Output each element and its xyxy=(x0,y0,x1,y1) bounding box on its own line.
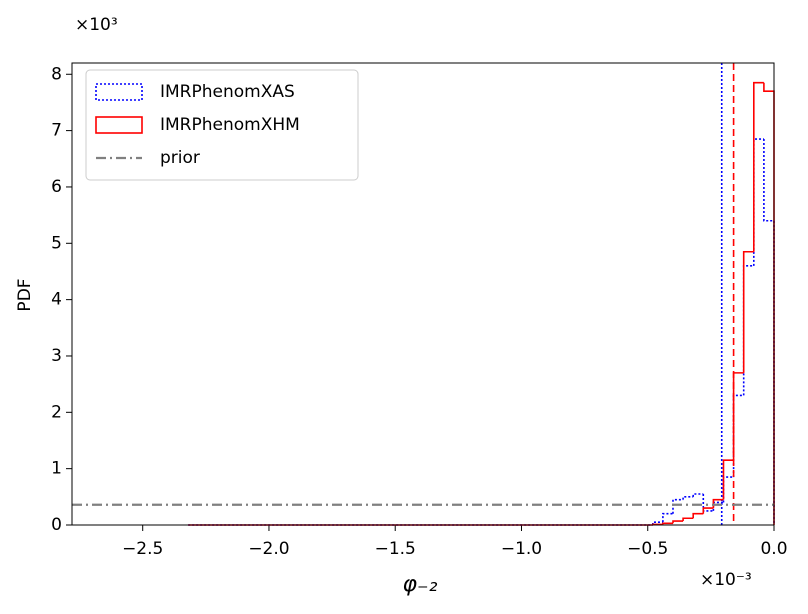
histogram-step xyxy=(692,493,704,497)
histogram-step xyxy=(682,496,694,500)
histogram-step xyxy=(742,265,754,396)
histogram-step xyxy=(752,81,764,252)
y-label: PDF xyxy=(15,278,35,311)
histogram-step xyxy=(732,372,744,461)
histogram-step xyxy=(732,394,744,478)
y-tick-label: 6 xyxy=(51,177,62,197)
x-tick-label: −1.5 xyxy=(375,539,416,559)
legend-swatch xyxy=(95,83,143,101)
histogram-step xyxy=(672,498,684,514)
histogram-step xyxy=(672,520,684,524)
histogram-step xyxy=(742,250,754,373)
x-tick-label: −2.5 xyxy=(122,539,163,559)
y-tick-label: 7 xyxy=(51,121,62,141)
y-tick-label: 1 xyxy=(51,459,62,479)
x-tick-label: −0.5 xyxy=(627,539,668,559)
histogram-step xyxy=(682,517,694,522)
x-tick-label: 0.0 xyxy=(760,539,787,559)
legend-swatch xyxy=(95,116,143,134)
x-tick-label: −1.0 xyxy=(501,539,542,559)
legend-label: prior xyxy=(160,148,200,168)
y-offset: ×10³ xyxy=(75,15,118,35)
histogram-step xyxy=(662,512,673,523)
histogram-step xyxy=(722,476,734,503)
histogram-step xyxy=(662,522,673,525)
y-tick-label: 4 xyxy=(51,290,62,310)
histogram-step xyxy=(722,459,734,500)
legend-label: IMRPhenomXAS xyxy=(160,82,295,102)
y-tick-label: 0 xyxy=(51,515,62,535)
y-tick-label: 8 xyxy=(51,64,62,84)
histogram-step xyxy=(692,512,704,519)
x-label: φ₋₂ xyxy=(403,572,438,597)
x-tick-label: −2.0 xyxy=(248,539,289,559)
y-tick-label: 3 xyxy=(51,346,62,366)
histogram-step xyxy=(763,139,775,525)
x-offset: ×10⁻³ xyxy=(700,570,752,590)
legend-box xyxy=(85,69,359,181)
histogram-step xyxy=(763,82,775,525)
y-tick-label: 5 xyxy=(51,233,62,253)
histogram-step xyxy=(752,138,764,266)
y-tick-label: 2 xyxy=(51,402,62,422)
legend-label: IMRPhenomXHM xyxy=(160,115,300,135)
histogram-step xyxy=(702,507,714,514)
plot-frame xyxy=(71,62,775,526)
